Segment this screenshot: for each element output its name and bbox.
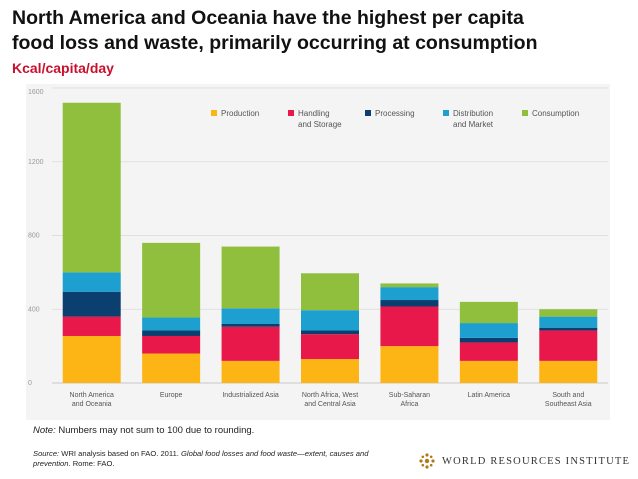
- bar-0-segment-2: [62, 291, 121, 317]
- bar-6-segment-2: [539, 327, 598, 331]
- bar-6-segment-4: [539, 309, 598, 317]
- bar-2-segment-1: [221, 326, 280, 361]
- y-tick-label-1600: 1600: [28, 89, 44, 96]
- bar-3-segment-0: [301, 359, 359, 383]
- x-tick-label-4: Sub-Saharan Africa: [389, 392, 430, 408]
- legend-swatch-0: [211, 110, 217, 116]
- x-tick-label-5: Latin America: [468, 392, 511, 399]
- bar-0-segment-1: [62, 316, 121, 336]
- y-tick-label-800: 800: [28, 233, 40, 240]
- legend-swatch-3: [443, 110, 449, 116]
- bar-4-segment-0: [380, 346, 439, 383]
- bar-3-segment-1: [301, 334, 359, 360]
- bar-5-segment-4: [459, 301, 518, 324]
- chart-title: North America and Oceania have the highe…: [12, 6, 632, 56]
- source-title: Global food losses and food waste—extent…: [33, 449, 369, 468]
- source-citation: Source: WRI analysis based on FAO. 2011.…: [33, 449, 393, 469]
- x-tick-label-0: North America and Oceania: [70, 392, 114, 408]
- x-tick-label-1: Europe: [160, 392, 183, 399]
- bar-6-segment-0: [539, 360, 598, 383]
- bar-2-segment-3: [221, 308, 280, 324]
- bar-3-segment-4: [301, 273, 359, 311]
- bar-6-segment-3: [539, 316, 598, 328]
- bar-4-segment-3: [380, 287, 439, 301]
- legend-label-1: Handling and Storage: [298, 109, 342, 129]
- bar-1-segment-0: [142, 353, 201, 383]
- chart-panel: 0 400 800 1200 1600 North America and Oceania E…: [26, 84, 610, 420]
- wri-logo-icon: [419, 453, 435, 469]
- bar-3-segment-2: [301, 330, 359, 335]
- wri-logo: WORLD RESOURCES INSTITUTE: [418, 451, 630, 471]
- bar-4-segment-4: [380, 283, 439, 288]
- bar-2-segment-2: [221, 324, 280, 327]
- bar-2-segment-4: [221, 246, 280, 309]
- chart-unit-subtitle: Kcal/capita/day: [12, 60, 114, 76]
- bar-4-segment-2: [380, 300, 439, 307]
- x-tick-label-6: South and Southeast Asia: [545, 392, 592, 408]
- legend-label-2: Processing: [375, 109, 415, 118]
- note-text: Numbers may not sum to 100 due to roundi…: [55, 425, 255, 436]
- bar-4-segment-1: [380, 306, 439, 347]
- bar-1-segment-2: [142, 330, 201, 336]
- chart-title-line2: food loss and waste, primarily occurring…: [12, 32, 538, 54]
- bar-6-segment-1: [539, 330, 598, 361]
- stacked-bar-chart: 0 400 800 1200 1600 North America and Oceania E…: [28, 87, 608, 408]
- chart-title-line1: North America and Oceania have the highe…: [12, 7, 524, 29]
- y-tick-label-0: 0: [28, 380, 32, 387]
- y-tick-label-1200: 1200: [28, 159, 44, 166]
- footnote: Note: Numbers may not sum to 100 due to …: [33, 425, 254, 436]
- source-label: Source:: [33, 449, 60, 458]
- bar-5-segment-3: [459, 323, 518, 338]
- bar-5-segment-1: [459, 342, 518, 361]
- legend-swatch-4: [522, 110, 528, 116]
- y-tick-label-400: 400: [28, 306, 40, 313]
- bar-3-segment-3: [301, 310, 359, 331]
- x-tick-label-2: Industrialized Asia: [222, 392, 279, 399]
- legend-label-3: Distribution and Market: [453, 109, 494, 129]
- bar-5-segment-2: [459, 337, 518, 343]
- source-text-2: . Rome: FAO.: [68, 459, 115, 468]
- bar-0-segment-4: [62, 102, 121, 273]
- bar-1-segment-3: [142, 317, 201, 331]
- legend-label-0: Production: [221, 109, 259, 118]
- bar-0-segment-3: [62, 272, 121, 292]
- note-label: Note:: [33, 425, 56, 436]
- x-tick-label-3: North Africa, West and Central Asia: [302, 392, 358, 408]
- source-text-1: WRI analysis based on FAO. 2011.: [59, 449, 182, 458]
- legend-label-4: Consumption: [532, 109, 579, 118]
- bar-1-segment-4: [142, 242, 201, 318]
- legend-swatch-2: [365, 110, 371, 116]
- bar-0-segment-0: [62, 335, 121, 383]
- bar-1-segment-1: [142, 335, 201, 354]
- bar-2-segment-0: [221, 360, 280, 383]
- wri-logo-text: WORLD RESOURCES INSTITUTE: [442, 455, 631, 467]
- legend-swatch-1: [288, 110, 294, 116]
- bar-5-segment-0: [459, 360, 518, 383]
